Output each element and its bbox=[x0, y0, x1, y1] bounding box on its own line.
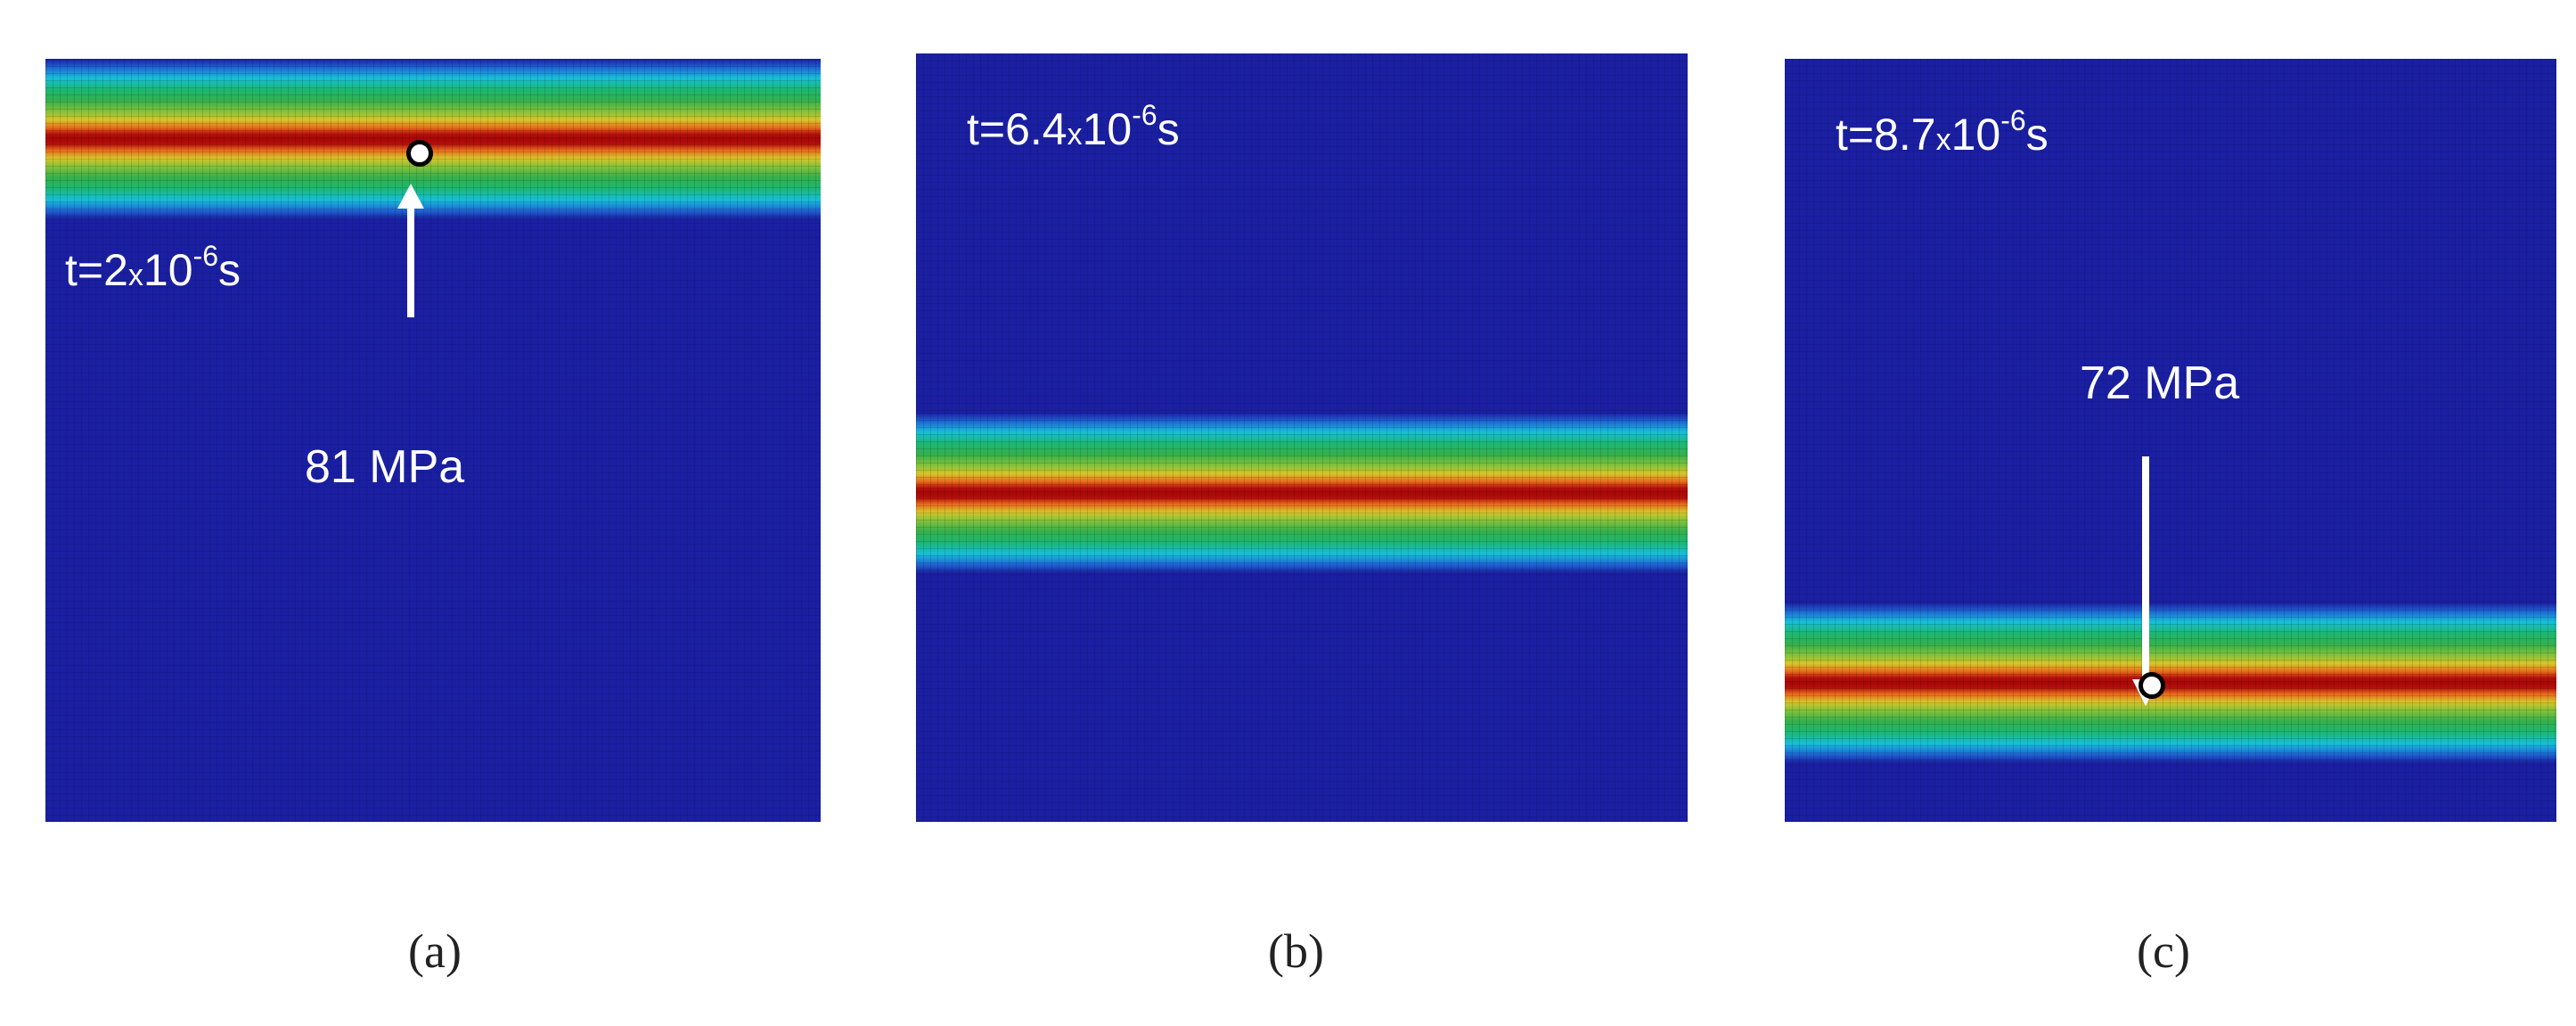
arrow-down-icon bbox=[2132, 456, 2159, 706]
time-label-b: t=6.4x10-6s bbox=[967, 99, 1180, 154]
measurement-point-marker-c bbox=[2138, 672, 2165, 699]
time-label-a: t=2x10-6s bbox=[65, 240, 241, 295]
time-label-c: t=8.7x10-6s bbox=[1836, 104, 2049, 160]
arrow-up-icon bbox=[397, 184, 424, 317]
caption-c: (c) bbox=[2137, 924, 2190, 978]
caption-a: (a) bbox=[408, 924, 462, 978]
panel-c: t=8.7x10-6s 72 MPa bbox=[1785, 59, 2556, 822]
panel-b: t=6.4x10-6s bbox=[916, 53, 1688, 822]
stress-wave-band-c bbox=[1785, 603, 2556, 763]
stress-wave-band-b bbox=[916, 413, 1688, 573]
stress-wave-band-a bbox=[45, 59, 821, 219]
panel-a: t=2x10-6s 81 MPa bbox=[45, 59, 821, 822]
stress-label-a: 81 MPa bbox=[305, 441, 465, 493]
caption-b: (b) bbox=[1268, 924, 1324, 978]
measurement-point-marker-a bbox=[406, 140, 433, 167]
stress-label-c: 72 MPa bbox=[2080, 357, 2240, 409]
